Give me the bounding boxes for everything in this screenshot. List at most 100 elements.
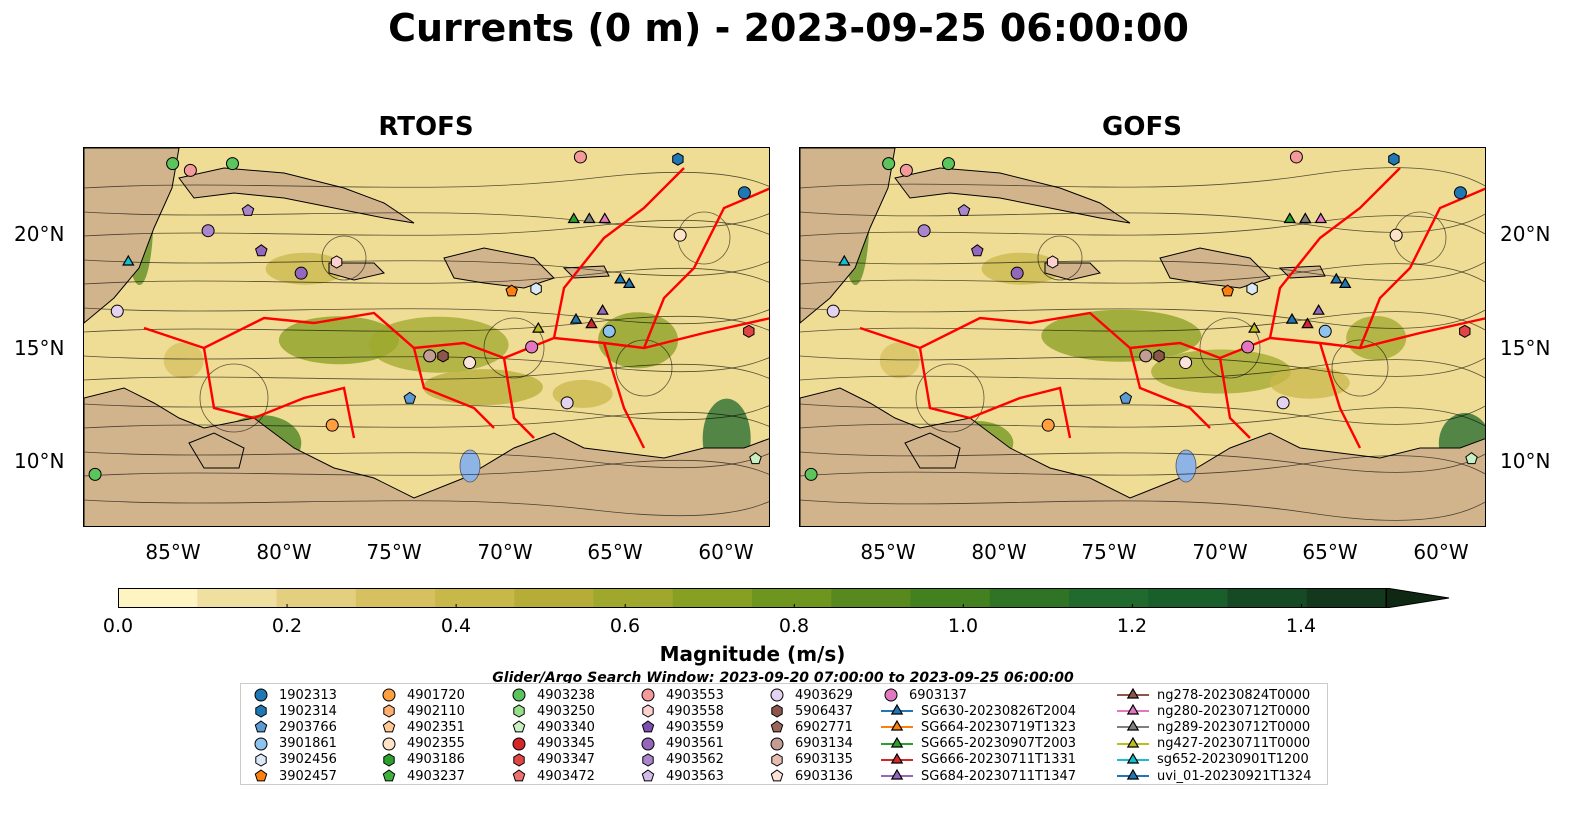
observation-marker xyxy=(88,467,102,481)
legend-item: 2903766 xyxy=(251,717,337,737)
legend-item: SG666-20230711T1331 xyxy=(881,750,1076,770)
legend-marker xyxy=(641,769,655,782)
eez-boundary xyxy=(202,347,356,439)
legend-marker-icon xyxy=(382,688,396,702)
legend-marker-icon xyxy=(1117,703,1149,715)
legend-label: 4903340 xyxy=(537,719,595,735)
observation-marker xyxy=(1221,284,1234,297)
legend-label: 4903561 xyxy=(666,736,724,752)
legend-marker xyxy=(512,737,526,751)
observation-marker xyxy=(201,224,215,238)
legend-item: SG664-20230719T1323 xyxy=(881,717,1076,737)
streamline xyxy=(84,219,769,237)
legend-item: 4903558 xyxy=(638,701,724,721)
observation-marker xyxy=(838,254,851,266)
land-mass xyxy=(328,262,385,281)
map-panel-gofs[interactable] xyxy=(799,147,1486,527)
streamline xyxy=(800,263,1485,285)
eez-boundary xyxy=(642,187,769,349)
observation-marker xyxy=(122,254,135,266)
observation-marker xyxy=(560,396,574,410)
colorbar xyxy=(118,588,1450,608)
observation-marker xyxy=(1179,356,1193,370)
legend-marker xyxy=(255,704,267,718)
legend-label: 2903766 xyxy=(279,719,337,735)
observation-marker xyxy=(1453,186,1467,200)
land-mass xyxy=(800,387,1485,526)
observation-marker xyxy=(463,356,477,370)
legend-marker-icon xyxy=(770,688,784,702)
observation-marker xyxy=(183,163,197,177)
legend-item: 4903553 xyxy=(638,685,724,705)
observation-marker xyxy=(743,324,755,338)
legend-item: SG630-20230826T2004 xyxy=(881,701,1076,721)
observation-marker xyxy=(614,272,627,284)
streamline xyxy=(84,459,769,477)
observation-marker xyxy=(1010,266,1024,280)
land-mass xyxy=(178,167,415,224)
legend-label: 6903136 xyxy=(795,768,853,784)
legend-marker-icon xyxy=(641,720,655,733)
observation-marker xyxy=(882,157,896,171)
legend-marker xyxy=(254,688,268,702)
legend-item: 1902314 xyxy=(251,701,337,721)
observation-marker xyxy=(110,304,124,318)
legend-label: ng278-20230824T0000 xyxy=(1157,687,1311,703)
colorbar-segment xyxy=(1148,588,1229,608)
legend-marker-icon xyxy=(1117,752,1149,764)
legend-marker-icon xyxy=(512,737,526,751)
lon-label-80w-gofs: 80°W xyxy=(971,540,1027,564)
observation-marker xyxy=(585,317,598,329)
lon-label-65w: 65°W xyxy=(587,540,643,564)
observation-marker xyxy=(673,228,687,242)
eddy-streamline xyxy=(1331,339,1389,397)
legend-marker xyxy=(383,753,395,767)
legend-marker xyxy=(890,720,904,731)
colorbar-segment xyxy=(672,588,753,608)
colorbar-tick: 1.2 xyxy=(1116,615,1148,637)
legend: 1902313 1902314 2903766 3901861 3902456 39024… xyxy=(240,683,1328,785)
observation-marker xyxy=(1276,396,1290,410)
streamline xyxy=(84,363,769,381)
legend-marker xyxy=(890,703,904,715)
observation-marker xyxy=(505,284,518,297)
legend-label: 4903472 xyxy=(537,768,595,784)
legend-marker-icon xyxy=(1117,687,1149,699)
legend-label: 4903563 xyxy=(666,768,724,784)
lon-label-60w-gofs: 60°W xyxy=(1413,540,1469,564)
lon-label-85w: 85°W xyxy=(145,540,201,564)
legend-label: 4903250 xyxy=(537,703,595,719)
legend-item: SG665-20230907T2003 xyxy=(881,734,1076,754)
legend-label: 4903629 xyxy=(795,687,853,703)
legend-marker-icon xyxy=(254,769,268,782)
lat-label-10n-right: 10°N xyxy=(1500,449,1551,473)
legend-item: 5906437 xyxy=(767,701,853,721)
colorbar-segment xyxy=(910,588,991,608)
observation-marker xyxy=(1289,150,1303,164)
legend-label: 5906437 xyxy=(795,703,853,719)
streamline xyxy=(84,211,769,229)
observation-marker xyxy=(804,467,818,481)
legend-item: 4903472 xyxy=(509,766,595,786)
legend-label: 4903345 xyxy=(537,736,595,752)
search-window-text: Glider/Argo Search Window: 2023-09-20 07… xyxy=(492,670,1074,686)
land-mass xyxy=(904,432,961,469)
legend-label: SG665-20230907T2003 xyxy=(921,736,1077,752)
observation-marker xyxy=(899,163,913,177)
panel-title-gofs: GOFS xyxy=(1102,112,1182,142)
colorbar-segment xyxy=(1069,588,1149,608)
legend-marker xyxy=(513,704,525,718)
legend-label: 1902313 xyxy=(279,687,337,703)
legend-marker-icon xyxy=(513,704,525,718)
colorbar-frame xyxy=(118,588,1387,608)
legend-item: ng280-20230712T0000 xyxy=(1117,701,1310,721)
colorbar-tick: 1.0 xyxy=(947,615,979,637)
legend-marker-icon xyxy=(382,720,396,733)
map-panel-rtofs[interactable] xyxy=(83,147,770,527)
legend-item: 4903237 xyxy=(379,766,465,786)
observation-marker xyxy=(1459,324,1471,338)
streamline xyxy=(800,215,1485,237)
streamline xyxy=(800,307,1485,329)
eez-boundary xyxy=(1128,347,1211,429)
legend-item: 4903238 xyxy=(509,685,595,705)
